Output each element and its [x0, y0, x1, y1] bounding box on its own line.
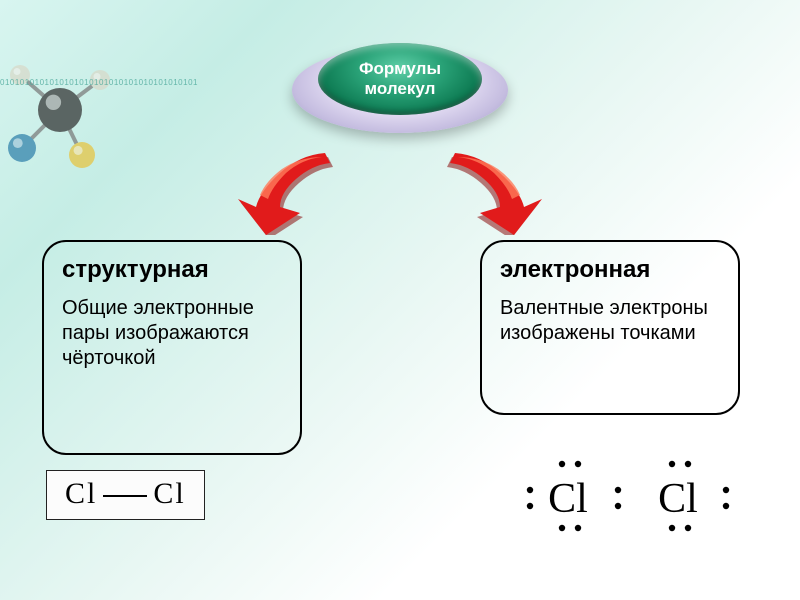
- arrow-left: [230, 145, 350, 235]
- svg-text:Cl: Cl: [658, 476, 698, 522]
- formula-structural-atom1: Cl: [65, 477, 97, 510]
- center-button: Формулы молекул: [300, 35, 500, 135]
- box-structural-title: структурная: [62, 256, 282, 284]
- arrow-right: [430, 145, 550, 235]
- binary-band: 0101010101010101010101010101010101010101: [0, 78, 330, 96]
- formula-structural-atom2: Cl: [153, 477, 185, 510]
- svg-text:Cl: Cl: [548, 476, 588, 522]
- box-electronic-title: электронная: [500, 256, 720, 284]
- button-line1: Формулы: [359, 59, 441, 79]
- box-electronic: электронная Валентные электроны изображе…: [480, 240, 740, 415]
- box-structural-body: Общие электронные пары изображаются чёрт…: [62, 296, 282, 371]
- formula-structural: Cl Cl: [46, 470, 205, 520]
- formula-electronic: Cl Cl: [510, 450, 760, 540]
- box-structural: структурная Общие электронные пары изобр…: [42, 240, 302, 455]
- button-line2: молекул: [365, 79, 436, 99]
- bond-icon: [103, 495, 147, 497]
- bg-molecule: [0, 20, 190, 220]
- button-pill: Формулы молекул: [318, 43, 482, 115]
- box-electronic-body: Валентные электроны изображены точками: [500, 296, 720, 346]
